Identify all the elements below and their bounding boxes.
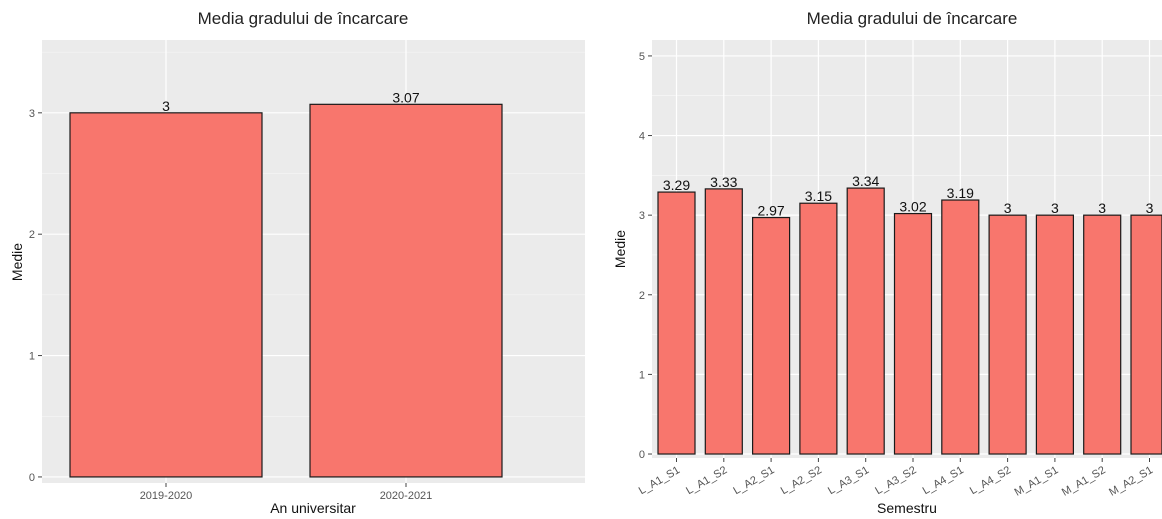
chart-right: Media gradului de încarcare 3.29 3.33 2.97… bbox=[612, 9, 1162, 516]
value-label: 3.19 bbox=[947, 185, 974, 201]
chart-left-xlabel: An universitar bbox=[270, 500, 356, 516]
value-label: 3.02 bbox=[899, 199, 926, 215]
x-tick-label: M_A2_S1 bbox=[1107, 464, 1155, 499]
value-label: 3 bbox=[1146, 200, 1154, 216]
bar-L_A3_S1 bbox=[847, 188, 884, 454]
bar-L_A1_S1 bbox=[658, 192, 695, 454]
bar-L_A1_S2 bbox=[705, 189, 742, 454]
bar-L_A3_S2 bbox=[895, 214, 932, 454]
x-tick-label: 2020-2021 bbox=[380, 490, 433, 502]
x-tick-label: L_A1_S1 bbox=[637, 464, 682, 497]
value-label: 3 bbox=[162, 98, 170, 114]
bar-L_A4_S2 bbox=[989, 215, 1026, 454]
chart-left-title: Media gradului de încarcare bbox=[198, 9, 409, 28]
bar-M_A2_S1 bbox=[1131, 215, 1162, 454]
x-tick-label: L_A2_S2 bbox=[779, 464, 824, 497]
x-tick-label: L_A3_S2 bbox=[873, 464, 918, 497]
bar-L_A4_S1 bbox=[942, 200, 979, 454]
value-label: 3 bbox=[1051, 200, 1059, 216]
y-tick-label: 2 bbox=[639, 290, 645, 302]
chart-left-ylabel: Medie bbox=[9, 243, 25, 281]
value-label: 3 bbox=[1098, 200, 1106, 216]
chart-right-title: Media gradului de încarcare bbox=[807, 9, 1018, 28]
x-tick-label: M_A1_S2 bbox=[1060, 464, 1108, 499]
x-tick-label: L_A4_S1 bbox=[921, 464, 966, 497]
y-tick-label: 4 bbox=[639, 131, 645, 143]
bar-L_A2_S1 bbox=[753, 218, 790, 454]
y-tick-label: 2 bbox=[29, 229, 35, 241]
value-label: 3.34 bbox=[852, 173, 879, 189]
x-tick-label: L_A1_S2 bbox=[684, 464, 729, 497]
bar-M_A1_S2 bbox=[1084, 215, 1121, 454]
y-tick-label: 5 bbox=[639, 51, 645, 63]
chart-right-xlabel: Semestru bbox=[877, 500, 937, 516]
value-label: 3.33 bbox=[710, 174, 737, 190]
y-tick-label: 3 bbox=[639, 210, 645, 222]
y-tick-label: 1 bbox=[639, 369, 645, 381]
bar-M_A1_S1 bbox=[1036, 215, 1073, 454]
y-tick-label: 0 bbox=[29, 472, 35, 484]
chart-left: Media gradului de încarcare 3 3.07 0 1 2 3 20… bbox=[9, 9, 585, 516]
y-tick-label: 1 bbox=[29, 351, 35, 363]
chart-right-bars: 3.29 3.33 2.97 3.15 3.34 3.02 3.19 3 3 3 3 bbox=[658, 173, 1162, 454]
x-tick-label: M_A1_S1 bbox=[1013, 464, 1061, 499]
chart-right-ylabel: Medie bbox=[612, 230, 628, 268]
bar-2019-2020 bbox=[70, 113, 262, 477]
x-tick-label: L_A4_S2 bbox=[968, 464, 1013, 497]
x-tick-label: 2019-2020 bbox=[140, 490, 193, 502]
y-tick-label: 3 bbox=[29, 108, 35, 120]
value-label: 3.29 bbox=[663, 177, 690, 193]
x-tick-label: L_A2_S1 bbox=[731, 464, 776, 497]
x-tick-label: L_A3_S1 bbox=[826, 464, 871, 497]
value-label: 3.07 bbox=[392, 89, 419, 105]
value-label: 2.97 bbox=[757, 203, 784, 219]
bar-L_A2_S2 bbox=[800, 203, 837, 454]
bar-2020-2021 bbox=[310, 104, 502, 477]
value-label: 3.15 bbox=[805, 188, 832, 204]
y-tick-label: 0 bbox=[639, 449, 645, 461]
value-label: 3 bbox=[1004, 200, 1012, 216]
